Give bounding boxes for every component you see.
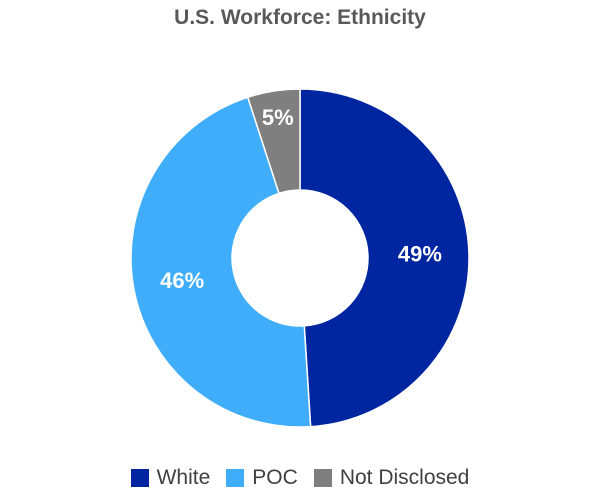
chart-title: U.S. Workforce: Ethnicity <box>174 6 426 29</box>
slice-label-poc: 46% <box>160 268 204 293</box>
legend-swatch-poc <box>226 469 245 487</box>
donut-chart: 49% 46% 5% <box>130 88 470 428</box>
legend-item-poc: POC <box>226 466 298 490</box>
legend-label-white: White <box>156 466 211 489</box>
slice-label-white: 49% <box>398 242 442 267</box>
legend: White POC Not Disclosed <box>0 466 600 490</box>
slice-white <box>299 88 470 428</box>
slice-labels: 49% 46% 5% <box>160 105 442 293</box>
legend-item-white: White <box>130 466 211 490</box>
legend-item-not-disclosed: Not Disclosed <box>313 466 470 490</box>
slice-poc <box>130 96 312 428</box>
donut-slices <box>130 88 470 428</box>
legend-swatch-white <box>130 469 149 487</box>
legend-label-not-disclosed: Not Disclosed <box>339 466 470 489</box>
legend-swatch-not-disclosed <box>313 469 332 487</box>
legend-label-poc: POC <box>252 466 298 489</box>
slice-label-not-disclosed: 5% <box>262 105 294 130</box>
slice-not-disclosed <box>246 88 301 195</box>
